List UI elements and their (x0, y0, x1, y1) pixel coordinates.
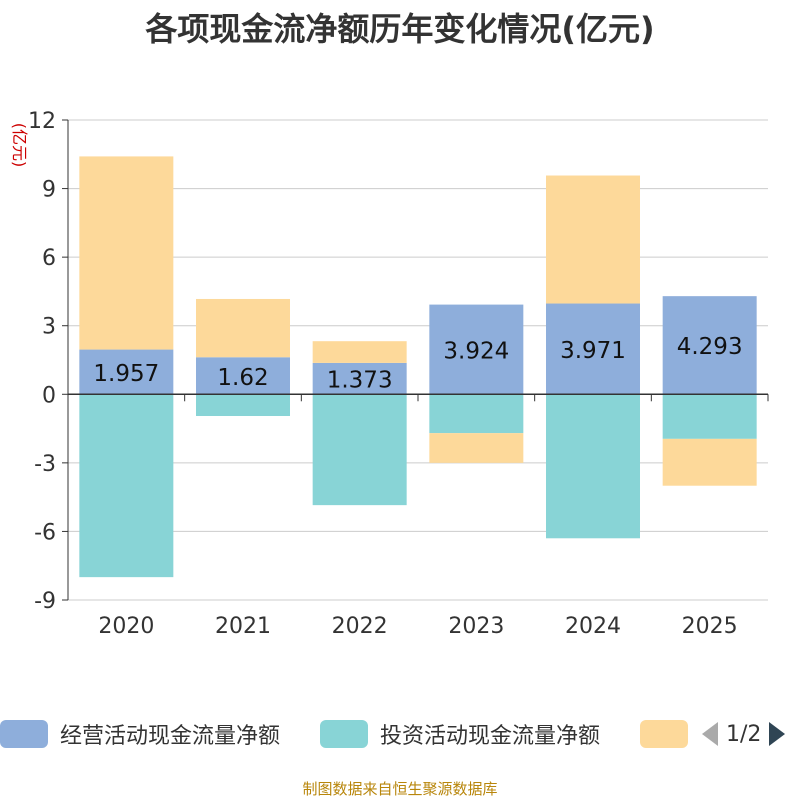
bar-operating-2021 (196, 357, 290, 395)
legend-swatch-investing (320, 720, 368, 748)
bar-operating-2024 (546, 303, 640, 395)
data-label-2025: 4.293 (677, 334, 743, 360)
chart-plot: 12 9 6 3 0 -3 -6 -9 2020 2021 2022 2023 2024 2025 1.9… (10, 109, 769, 639)
data-label-2023: 3.924 (443, 338, 509, 364)
data-label-2022: 1.373 (327, 368, 393, 394)
arrow-left-icon[interactable] (700, 720, 720, 748)
legend-item-investing[interactable]: 投资活动现金流量净额 (320, 716, 600, 752)
y-axis-title: (亿元) (10, 123, 29, 168)
pager-text: 1/2 (726, 721, 762, 747)
x-tick-label-2025: 2025 (682, 614, 738, 639)
bar-financing-2021 (196, 298, 290, 358)
bar-operating-2022 (312, 362, 407, 395)
y-tick-label: 6 (42, 246, 56, 271)
bar-financing-2023 (429, 433, 524, 463)
x-tick-label-2022: 2022 (332, 614, 388, 639)
legend-swatch-financing (640, 720, 688, 748)
bar-operating-2023 (429, 304, 524, 395)
source-note: 制图数据来自恒生聚源数据库 (302, 780, 498, 798)
y-tick-label: 12 (28, 109, 56, 134)
bar-operating-2025 (662, 296, 757, 395)
bar-investing-2022 (312, 394, 407, 506)
x-tick-label-2020: 2020 (98, 614, 154, 639)
data-label-2020: 1.957 (93, 361, 159, 387)
legend-label-investing: 投资活动现金流量净额 (380, 724, 601, 749)
y-tick-label: -3 (34, 452, 56, 477)
bar-financing-2022 (312, 341, 407, 363)
bar-investing-2020 (79, 394, 174, 578)
data-label-2024: 3.971 (560, 338, 626, 364)
data-label-2021: 1.62 (217, 365, 268, 391)
chart-title: 各项现金流净额历年变化情况(亿元) (145, 10, 655, 48)
bar-investing-2024 (546, 394, 640, 539)
y-tick-label: 0 (42, 383, 56, 408)
bar-financing-2025 (662, 438, 757, 486)
legend-item-financing[interactable] (640, 716, 688, 752)
legend-item-operating[interactable]: 经营活动现金流量净额 (0, 716, 280, 752)
arrow-right-icon[interactable] (767, 720, 787, 748)
bar-financing-2020 (79, 156, 174, 350)
legend: 经营活动现金流量净额 投资活动现金流量净额 (0, 716, 800, 752)
bar-investing-2021 (196, 394, 290, 416)
y-tick-label: 3 (42, 315, 56, 340)
bar-investing-2023 (429, 394, 524, 434)
bar-financing-2024 (546, 175, 640, 304)
x-tick-label-2021: 2021 (215, 614, 271, 639)
legend-label-operating: 经营活动现金流量净额 (60, 724, 281, 749)
bar-operating-2020 (79, 349, 174, 395)
x-tick-label-2023: 2023 (448, 614, 504, 639)
y-tick-label: -9 (34, 589, 56, 614)
legend-pager: 1/2 (700, 716, 787, 752)
y-tick-label: 9 (42, 178, 56, 203)
bar-investing-2025 (662, 394, 757, 439)
x-tick-label-2024: 2024 (565, 614, 621, 639)
y-tick-label: -6 (34, 520, 56, 545)
legend-swatch-operating (0, 720, 48, 748)
